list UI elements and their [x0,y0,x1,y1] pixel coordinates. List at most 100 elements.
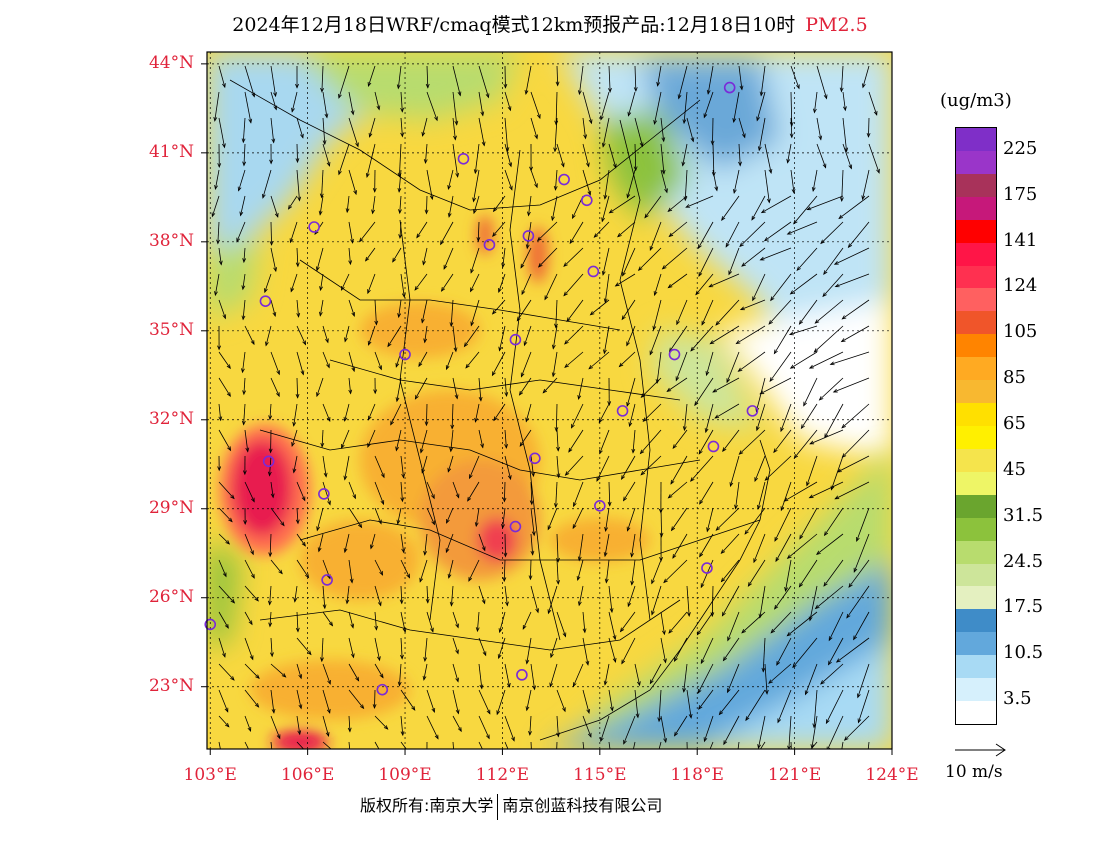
wind-arrow-head [537,236,542,242]
wind-reference-arrow [955,743,1006,757]
wind-arrow-head [715,526,721,531]
wind-arrow-shaft [450,429,454,452]
wind-arrow-shaft [530,559,532,580]
wind-arrow-head [472,197,477,203]
wind-arrow-head [715,321,720,326]
wind-arrow-shaft [359,221,376,242]
wind-arrow-head [808,494,814,499]
wind-arrow-shaft [218,429,231,451]
wind-arrow-head [486,760,489,764]
wind-arrow-shaft [739,429,766,455]
station-marker [204,618,217,631]
wind-arrow-shaft [710,325,740,345]
wind-arrow-head [604,578,609,584]
wind-arrow-head [323,472,328,478]
wind-arrow-head [712,388,718,393]
wind-arrow-shaft [738,117,746,138]
wind-arrow-shaft [242,351,246,373]
wind-arrow-head [273,267,278,273]
wind-arrow-head [836,468,842,473]
wind-arrow-shaft [823,247,844,275]
wind-arrow-head [862,83,866,89]
wind-arrow-head [221,143,226,149]
wind-arrow-shaft [270,299,276,317]
wind-arrow-shaft [528,195,532,216]
lon-label: 118°E [670,765,724,785]
wind-arrow-head [682,687,687,693]
legend-swatch [956,150,996,175]
wind-arrow-head [694,401,699,407]
wind-arrow-shaft [600,91,610,120]
wind-arrow-head [378,519,382,525]
wind-arrow-shaft [856,507,870,542]
wind-arrow-shaft [452,637,459,654]
station-marker [581,194,593,207]
wind-arrow-shaft [446,507,454,524]
wind-arrow-shaft [348,507,362,528]
wind-arrow-shaft [504,429,507,448]
wind-arrow-head [635,713,640,719]
wind-arrow-shaft [668,611,688,634]
wind-arrow-shaft [810,741,818,749]
wind-arrow-head [269,159,274,165]
wind-arrow-head [470,287,474,293]
wind-arrow-head [866,132,871,138]
wind-arrow-head [572,524,577,530]
wind-arrow-shaft [682,143,688,166]
wind-arrow-head [534,134,538,140]
wind-arrow-shaft [842,91,846,111]
province-borders [229,79,771,741]
wind-arrow-head [368,132,373,138]
wind-arrow-shaft [684,169,688,201]
wind-arrow-shaft [242,299,246,320]
wind-arrow-head [822,292,827,298]
wind-arrow-shaft [744,507,766,535]
wind-arrow-shaft [400,689,416,711]
wind-arrow-shaft [757,481,766,509]
wind-arrow-head [396,519,401,525]
wind-arrow-head [585,162,590,168]
wind-arrow-head [271,759,274,763]
wind-arrow-shaft [555,91,558,125]
wind-arrow-head [455,493,460,499]
wind-arrow-head [720,577,726,583]
wind-arrow-shaft [658,689,662,722]
wind-arrow-shaft [660,637,666,663]
wind-arrow-shaft [777,689,792,723]
wind-arrow-shaft [244,585,259,602]
wind-arrow-shaft [475,403,480,422]
wind-arrow-shaft [524,325,532,346]
wind-arrow-head [661,265,667,270]
wind-arrow-shaft [399,195,402,214]
city-stations [204,81,759,696]
wind-arrow-head [733,188,737,194]
station-marker [668,348,681,361]
wind-arrow-head [544,295,549,301]
wind-arrow-head [530,550,535,556]
wind-arrow-head [270,652,274,658]
wind-arrow-shaft [321,169,324,198]
wind-arrow-head [315,266,320,272]
wind-arrow-shaft [784,481,818,502]
wind-arrow-shaft [755,377,766,412]
wind-arrow-head [823,581,828,587]
wind-arrow-head [789,364,795,369]
wind-arrow-shaft [825,689,844,724]
wind-arrow-shaft [316,247,324,271]
wind-arrow-shaft [293,403,298,426]
wind-arrow-shaft [520,247,532,268]
wind-arrow-head [418,362,423,368]
wind-arrow-shaft [685,195,714,208]
wind-arrow-shaft [270,65,276,97]
wind-arrow-shaft [690,325,714,352]
wind-arrow-head [853,635,858,641]
wind-arrow-shaft [473,169,480,202]
wind-arrow-head [431,494,435,500]
wind-arrow-shaft [820,221,844,244]
wind-arrow-shaft [549,663,558,687]
wind-arrow-shaft [727,611,740,641]
wind-arrow-head [400,731,405,737]
wind-arrow-shaft [620,611,636,632]
wind-arrow-shaft [387,325,402,347]
wind-arrow-shaft [599,429,610,454]
